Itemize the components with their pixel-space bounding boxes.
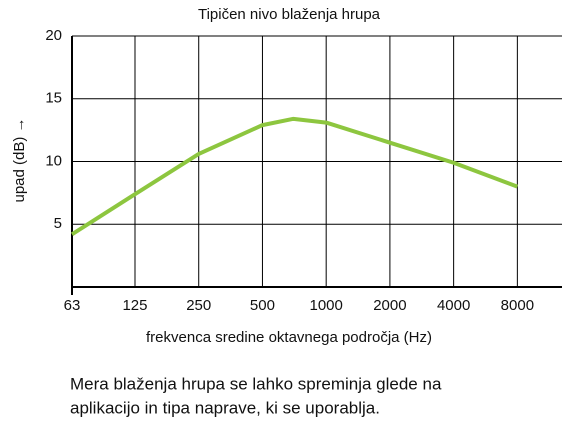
x-tick-label: 500 bbox=[250, 297, 275, 314]
x-tick-label: 1000 bbox=[309, 297, 342, 314]
x-tick-label: 63 bbox=[64, 297, 81, 314]
y-axis-label: upad (dB) → bbox=[11, 117, 28, 202]
caption: aplikacijo in tipa naprave, ki se uporab… bbox=[70, 398, 380, 417]
y-tick-label: 5 bbox=[54, 215, 62, 232]
y-tick-label: 10 bbox=[45, 152, 62, 169]
data-line bbox=[70, 116, 519, 236]
x-tick-label: 4000 bbox=[437, 297, 470, 314]
x-tick-label: 250 bbox=[186, 297, 211, 314]
y-tick-label: 20 bbox=[45, 27, 62, 44]
x-tick-label: 2000 bbox=[373, 297, 406, 314]
x-tick-label: 8000 bbox=[501, 297, 534, 314]
y-tick-label: 15 bbox=[45, 90, 62, 107]
x-axis-label: frekvenca sredine oktavnega področja (Hz… bbox=[146, 329, 432, 346]
chart-title: Tipičen nivo blaženja hrupa bbox=[198, 6, 381, 23]
caption: Mera blaženja hrupa se lahko spreminja g… bbox=[70, 374, 442, 393]
x-tick-label: 125 bbox=[122, 297, 147, 314]
